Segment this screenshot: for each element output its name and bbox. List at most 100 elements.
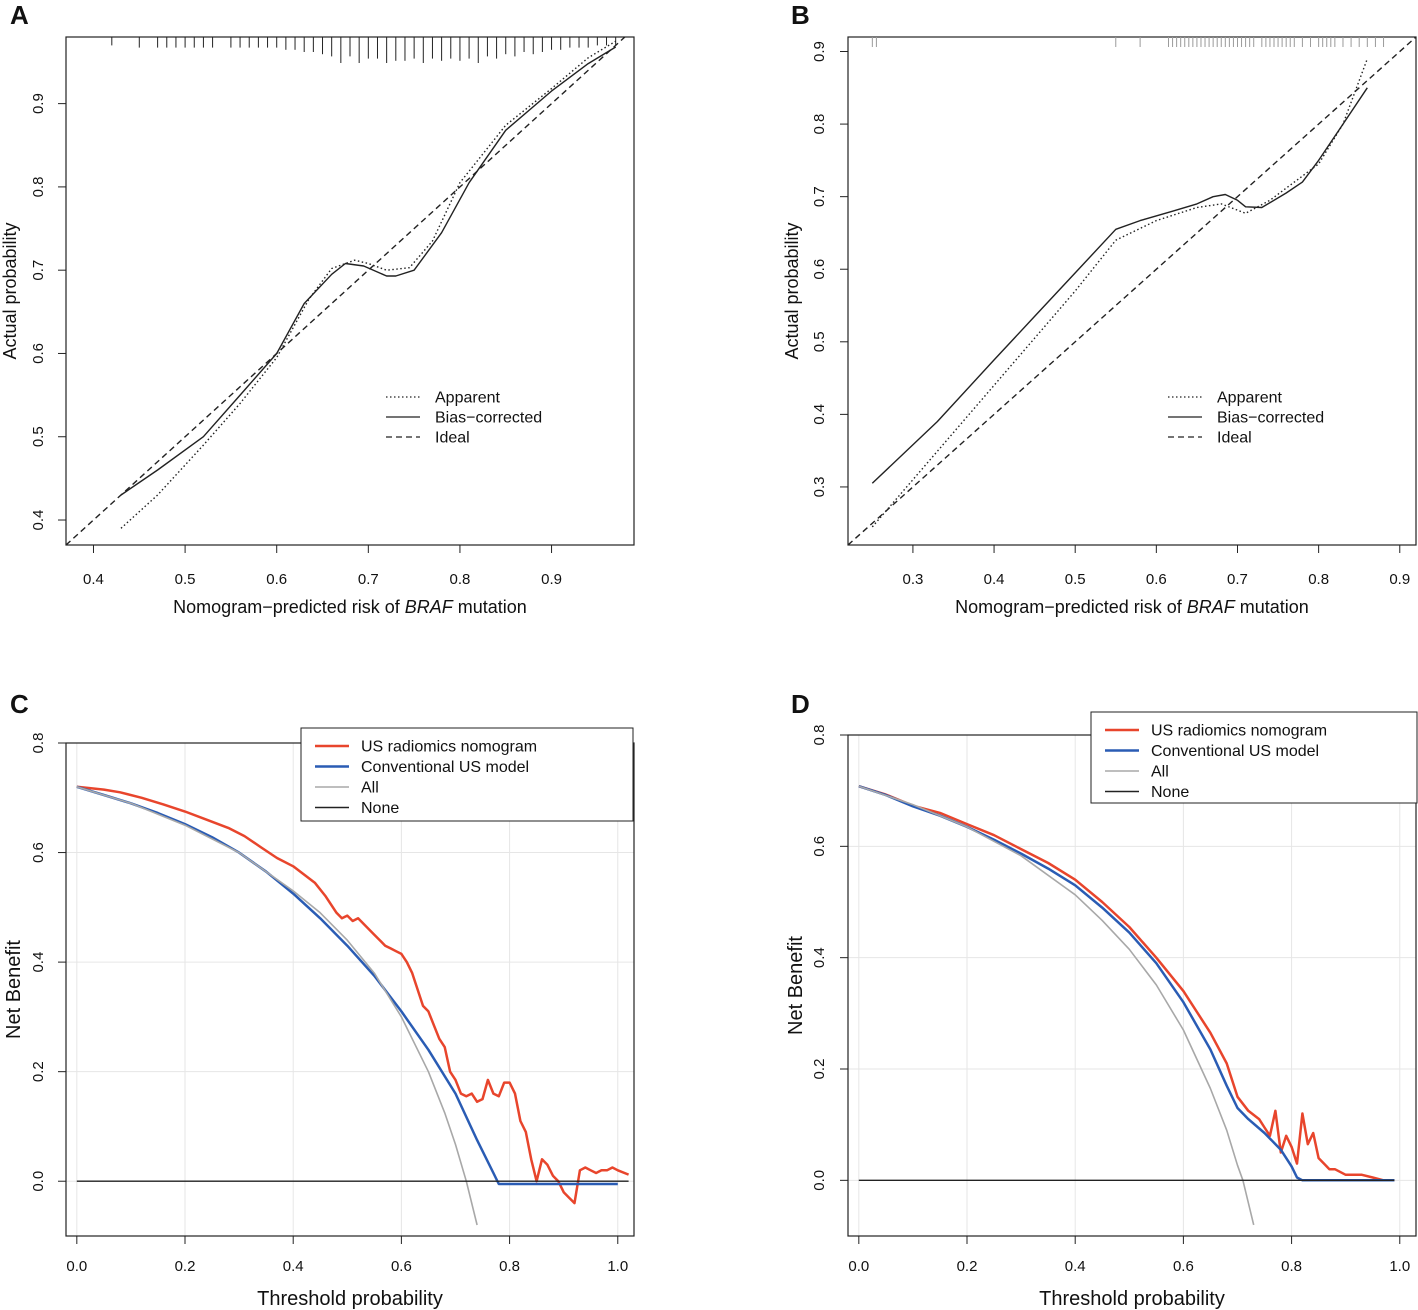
x-tick-label: 0.2 [175, 1258, 196, 1275]
legend: Apparent Bias−corrected Ideal [1168, 390, 1324, 447]
x-tick-label: 0.9 [541, 571, 562, 588]
y-tick-label: 0.4 [30, 952, 47, 973]
data-layer [858, 785, 1395, 1226]
panel-label: A [10, 0, 29, 30]
plot-frame [847, 36, 1417, 546]
legend-label: US radiomics nomogram [1151, 723, 1327, 740]
series-line-us-radiomics-nomogram [76, 785, 630, 1205]
x-tick-label: 0.4 [283, 1258, 304, 1275]
x-tick-label: 0.4 [83, 571, 104, 588]
legend-label: None [1151, 784, 1189, 801]
y-axis-title: Actual probability [782, 222, 802, 359]
series-line-all [76, 786, 478, 1226]
legend-label: None [361, 800, 399, 817]
y-tick-label: 0.8 [811, 725, 828, 746]
plot-frame [65, 36, 635, 546]
x-tick-label: 0.6 [391, 1258, 412, 1275]
legend-label: Bias−corrected [1217, 410, 1324, 427]
y-axis-title: Actual probability [0, 222, 20, 359]
legend: Apparent Bias−corrected Ideal [386, 390, 542, 447]
y-tick-label: 0.9 [811, 41, 828, 62]
x-tick-label: 0.4 [984, 571, 1005, 588]
series-line-bias-corrected [120, 46, 617, 496]
x-axis-title: Threshold probability [1039, 1288, 1225, 1310]
y-tick-label: 0.2 [30, 1061, 47, 1082]
legend-label: Apparent [435, 390, 500, 407]
x-axis-title-prefix: Nomogram−predicted risk of [173, 597, 405, 617]
y-tick-label: 0.2 [811, 1059, 828, 1080]
y-tick-label: 0.4 [811, 947, 828, 968]
y-tick-label: 0.8 [30, 176, 47, 197]
data-layer [66, 37, 626, 545]
y-tick-label: 0.6 [811, 259, 828, 280]
y-tick-label: 0.7 [30, 260, 47, 281]
series-line-ideal [848, 37, 1416, 545]
panel-b: B 0.3 0.4 0.5 0.6 0.7 0.8 0.9 0.3 0.4 0.5 0.6 0.7 0.8… [782, 0, 1417, 617]
panel-label: C [10, 689, 29, 719]
x-axis-title-prefix: Nomogram−predicted risk of [955, 597, 1187, 617]
x-tick-label: 0.6 [266, 571, 287, 588]
y-axis-title: Net Benefit [785, 936, 807, 1035]
panel-a: A 0.4 0.5 0.6 0.7 0.8 0.9 0.4 0.5 0.6 0.7 0.8 0.9 Nom… [0, 0, 635, 617]
panel-label: B [791, 0, 810, 30]
x-tick-label: 0.4 [1065, 1258, 1086, 1275]
x-tick-label: 0.5 [1065, 571, 1086, 588]
x-tick-label: 0.5 [175, 571, 196, 588]
legend-label: Conventional US model [361, 759, 529, 776]
panel-label: D [791, 689, 810, 719]
y-tick-label: 0.6 [30, 842, 47, 863]
legend-label: All [1151, 764, 1169, 781]
y-tick-label: 0.0 [811, 1170, 828, 1191]
y-tick-label: 0.6 [30, 343, 47, 364]
x-axis-title-suffix: mutation [453, 597, 527, 617]
x-axis-title: Nomogram−predicted risk of BRAF mutation [955, 597, 1309, 617]
legend-label: Ideal [1217, 430, 1252, 447]
series-line-us-radiomics-nomogram [858, 785, 1395, 1182]
x-tick-label: 0.8 [1281, 1258, 1302, 1275]
x-tick-label: 0.7 [1227, 571, 1248, 588]
x-tick-label: 0.0 [66, 1258, 87, 1275]
panel-d: D 0.0 0.2 0.4 0.6 0.8 1.0 0.0 0.2 0.4 0.6 0.8 Thresh… [785, 689, 1418, 1310]
legend-label: All [361, 780, 379, 797]
y-tick-label: 0.6 [811, 836, 828, 857]
y-tick-label: 0.4 [811, 404, 828, 425]
series-line-conventional-us-model [76, 785, 618, 1186]
series-line-bias-corrected [871, 87, 1368, 484]
x-tick-label: 0.8 [1308, 571, 1329, 588]
legend-box [1090, 711, 1418, 804]
x-tick-label: 0.8 [499, 1258, 520, 1275]
legend-label: Apparent [1217, 390, 1282, 407]
x-axis-title: Threshold probability [257, 1288, 443, 1310]
y-tick-label: 0.8 [811, 114, 828, 135]
series-line-conventional-us-model [858, 785, 1395, 1182]
legend-box [300, 727, 634, 822]
legend: US radiomics nomogram Conventional US mod… [300, 727, 634, 822]
x-tick-label: 0.6 [1146, 571, 1167, 588]
y-tick-label: 0.8 [30, 733, 47, 754]
x-tick-label: 1.0 [607, 1258, 628, 1275]
y-tick-label: 0.7 [811, 186, 828, 207]
panel-c: C 0.0 0.2 0.4 0.6 0.8 1.0 0.0 0.2 0.4 0.6 0.8 Thresh… [3, 689, 635, 1310]
x-tick-label: 0.9 [1389, 571, 1410, 588]
x-tick-label: 0.7 [358, 571, 379, 588]
data-layer [76, 785, 630, 1226]
x-tick-label: 1.0 [1389, 1258, 1410, 1275]
x-axis-title-suffix: mutation [1235, 597, 1309, 617]
y-tick-label: 0.0 [30, 1171, 47, 1192]
y-tick-label: 0.9 [30, 93, 47, 114]
x-axis-title: Nomogram−predicted risk of BRAF mutation [173, 597, 527, 617]
series-line-ideal [66, 37, 626, 545]
x-tick-label: 0.6 [1173, 1258, 1194, 1275]
x-axis-title-italic: BRAF [405, 597, 454, 617]
x-axis-title-italic: BRAF [1187, 597, 1236, 617]
data-layer [848, 37, 1416, 545]
x-tick-label: 0.0 [848, 1258, 869, 1275]
x-tick-label: 0.2 [957, 1258, 978, 1275]
x-tick-label: 0.3 [902, 571, 923, 588]
legend-label: Conventional US model [1151, 743, 1319, 760]
legend-label: Bias−corrected [435, 410, 542, 427]
y-tick-label: 0.4 [30, 510, 47, 531]
x-tick-label: 0.8 [450, 571, 471, 588]
legend: US radiomics nomogram Conventional US mod… [1090, 711, 1418, 804]
